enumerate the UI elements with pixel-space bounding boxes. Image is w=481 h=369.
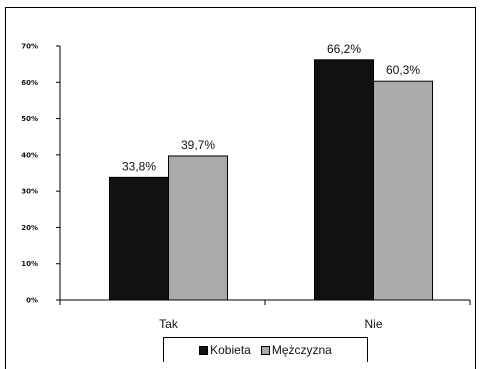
legend-item-kobieta: Kobieta bbox=[199, 343, 251, 357]
y-tick-label: 0% bbox=[26, 297, 38, 305]
category-label: Nie bbox=[364, 317, 382, 331]
legend-swatch-mezczyzna bbox=[260, 345, 270, 355]
data-label: 66,2% bbox=[327, 42, 361, 56]
y-tick-label: 30% bbox=[21, 188, 38, 196]
data-label: 60,3% bbox=[386, 63, 420, 77]
y-tick-label: 50% bbox=[21, 115, 38, 123]
legend-label-kobieta: Kobieta bbox=[210, 343, 251, 357]
y-tick-label: 70% bbox=[21, 43, 38, 51]
y-tick-label: 40% bbox=[21, 151, 38, 159]
bar bbox=[168, 155, 228, 301]
category-label: Tak bbox=[159, 317, 179, 331]
legend-swatch-kobieta bbox=[199, 345, 209, 355]
legend: Kobieta Mężczyzna bbox=[163, 337, 368, 362]
y-tick-label: 60% bbox=[21, 79, 38, 87]
bar bbox=[109, 176, 169, 301]
y-tick-label: 10% bbox=[21, 260, 38, 268]
data-label: 33,8% bbox=[122, 159, 156, 173]
bar bbox=[314, 59, 374, 301]
bar bbox=[373, 80, 433, 301]
y-tick-label: 20% bbox=[21, 224, 38, 232]
legend-item-mezczyzna: Mężczyzna bbox=[260, 343, 332, 357]
data-label: 39,7% bbox=[181, 138, 215, 152]
legend-label-mezczyzna: Mężczyzna bbox=[271, 343, 332, 357]
